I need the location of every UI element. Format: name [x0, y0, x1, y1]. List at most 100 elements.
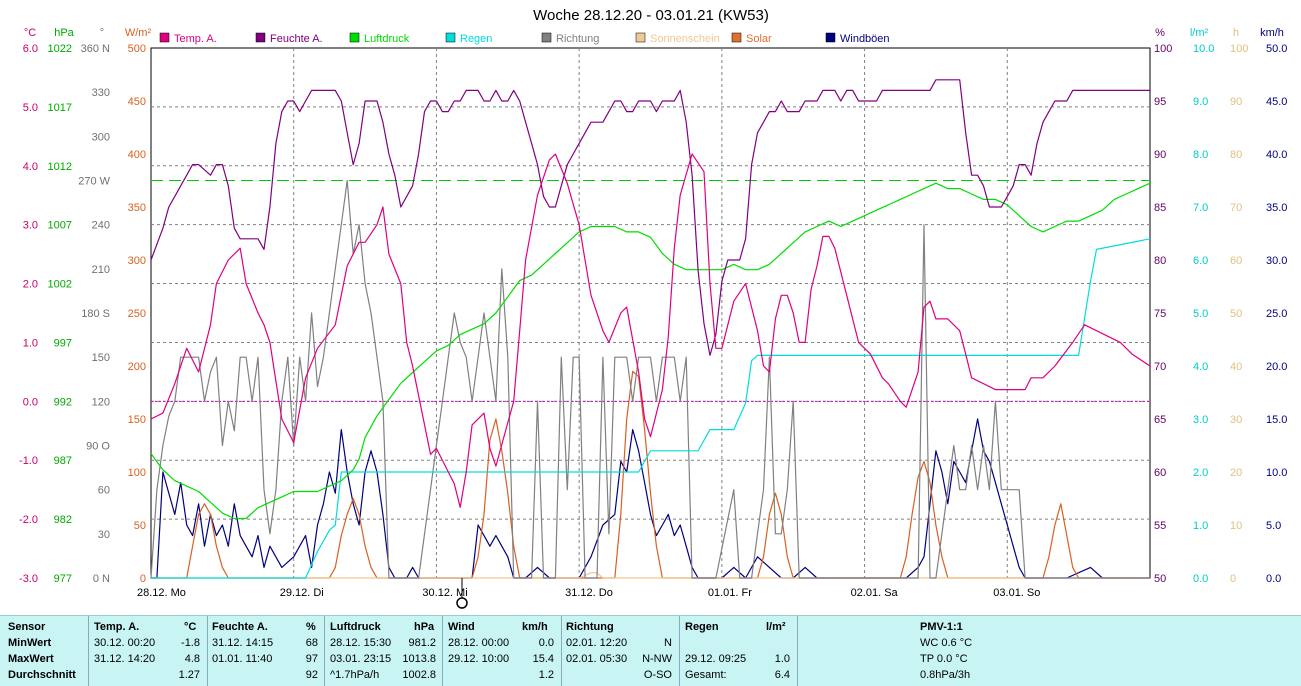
axis-tick-label: 100 — [1230, 43, 1248, 55]
axis-tick-label: -1.0 — [19, 455, 38, 467]
direction-max-value: N-NW — [642, 653, 672, 665]
legend-item-sonnenschein: Sonnenschein — [635, 32, 720, 45]
axis-tick-label: 500 — [128, 43, 146, 55]
wind-min-value: 0.0 — [538, 637, 554, 649]
pmv-windchill: WC 0.6 °C — [920, 637, 973, 649]
axis-tick-label: -3.0 — [19, 573, 38, 585]
temp-avg-value: 1.27 — [178, 669, 200, 681]
pressure-max-date: 03.01. 23:15 — [330, 653, 392, 665]
axis-tick-label: 50 — [134, 520, 146, 532]
axis-tick-label: 90 — [1230, 96, 1242, 108]
axis-tick-label: 992 — [54, 396, 72, 408]
axis-tick-label: 210 — [92, 264, 110, 276]
axis-tick-label: 1.0 — [1193, 520, 1208, 532]
axis-tick-label: 200 — [128, 361, 146, 373]
axis-tick-label: 20.0 — [1266, 361, 1287, 373]
axis-tick-label: 1007 — [48, 220, 72, 232]
axis-tick-label: 120 — [92, 396, 110, 408]
axis-unit-w-m: W/m² — [125, 27, 152, 39]
avg-row-label: Durchschnitt — [8, 669, 76, 681]
axis-tick-label: 1012 — [48, 161, 72, 173]
now-marker — [456, 578, 468, 609]
legend-label: Feuchte A. — [270, 33, 323, 45]
axis-tick-label: 1.0 — [23, 337, 38, 349]
weather-chart: Woche 28.12.20 - 03.01.21 (KW53) Temp. A… — [19, 7, 1287, 609]
axis-tick-label: 30 — [98, 529, 110, 541]
axis-tick-label: 3.0 — [23, 220, 38, 232]
rain-total-value: 6.4 — [774, 669, 790, 681]
axis-tick-label: 8.0 — [1193, 149, 1208, 161]
axis-tick-label: 15.0 — [1266, 414, 1287, 426]
axis-tick-label: 70 — [1154, 361, 1166, 373]
pmv-pressure-trend: 0.8hPa/3h — [920, 669, 971, 681]
temp-min-value: -1.8 — [181, 637, 200, 649]
legend-swatch — [731, 32, 742, 43]
axis-tick-label: 2.0 — [23, 279, 38, 291]
pressure-unit: hPa — [414, 621, 435, 633]
legend-label: Solar — [746, 33, 772, 45]
x-tick-label: 02.01. Sa — [851, 587, 899, 599]
legend-label: Richtung — [556, 33, 599, 45]
axis-unit-: % — [1155, 27, 1165, 39]
rain-unit: l/m² — [766, 621, 786, 633]
axis-tick-label: 40.0 — [1266, 149, 1287, 161]
axis-tick-label: 0.0 — [23, 396, 38, 408]
wind-min-date: 28.12. 00:00 — [448, 637, 510, 649]
direction-header: Richtung — [566, 621, 614, 633]
humidity-max-value: 97 — [305, 653, 318, 665]
axis-tick-label: 50.0 — [1266, 43, 1287, 55]
axis-tick-label: 95 — [1154, 96, 1166, 108]
axis-tick-label: 982 — [54, 514, 72, 526]
max-row-label: MaxWert — [8, 653, 54, 665]
legend-label: Temp. A. — [174, 33, 217, 45]
series-line-luftdruck — [150, 182, 1151, 520]
legend-swatch — [445, 32, 456, 43]
pmv-header: PMV-1:1 — [920, 621, 963, 633]
axis-tick-label: 60 — [98, 485, 110, 497]
axis-tick-label: 1022 — [48, 43, 72, 55]
axis-tick-label: 10 — [1230, 520, 1242, 532]
axis-tick-label: 5.0 — [1266, 520, 1281, 532]
legend-item-luftdruck: Luftdruck — [349, 32, 410, 45]
axis-tick-label: 250 — [128, 308, 146, 320]
series-group — [150, 79, 1151, 579]
legend-item-richtung: Richtung — [541, 32, 599, 45]
legend-label: Luftdruck — [364, 33, 410, 45]
legend-item-temp-a: Temp. A. — [159, 32, 217, 45]
x-tick-label: 03.01. So — [993, 587, 1040, 599]
axis-tick-label: 450 — [128, 96, 146, 108]
humidity-min-value: 68 — [305, 637, 318, 649]
axis-tick-label: 80 — [1154, 255, 1166, 267]
axis-tick-label: 35.0 — [1266, 202, 1287, 214]
legend-swatch — [541, 32, 552, 43]
x-tick-label: 28.12. Mo — [137, 587, 186, 599]
humidity-unit: % — [306, 621, 316, 633]
legend-label: Sonnenschein — [650, 33, 720, 45]
axis-tick-label: 6.0 — [1193, 255, 1208, 267]
temp-min-date: 30.12. 00:20 — [94, 637, 156, 649]
pressure-min-value: 981.2 — [408, 637, 436, 649]
rain-max-value: 1.0 — [774, 653, 790, 665]
axis-tick-label: 3.0 — [1193, 414, 1208, 426]
legend-item-solar: Solar — [731, 32, 772, 45]
legend-swatch — [159, 32, 170, 43]
axis-tick-label: 4.0 — [1193, 361, 1208, 373]
axis-tick-label: 987 — [54, 455, 72, 467]
temp-header: Temp. A. — [94, 621, 140, 633]
pressure-header: Luftdruck — [330, 621, 381, 633]
axis-unit-h: h — [1233, 27, 1239, 39]
axis-tick-label: 100 — [1154, 43, 1172, 55]
axis-unit-: ° — [100, 27, 104, 39]
x-tick-label: 29.12. Di — [280, 587, 324, 599]
axis-tick-label: 7.0 — [1193, 202, 1208, 214]
series-line-richtung — [150, 179, 1150, 579]
axis-tick-label: -2.0 — [19, 514, 38, 526]
axis-tick-label: 75 — [1154, 308, 1166, 320]
axis-tick-label: 5.0 — [23, 102, 38, 114]
pressure-max-value: 1013.8 — [402, 653, 436, 665]
axis-tick-label: 240 — [92, 220, 110, 232]
axis-tick-label: 977 — [54, 573, 72, 585]
axis-tick-label: 90 — [1154, 149, 1166, 161]
axis-tick-label: 85 — [1154, 202, 1166, 214]
axis-tick-label: 4.0 — [23, 161, 38, 173]
